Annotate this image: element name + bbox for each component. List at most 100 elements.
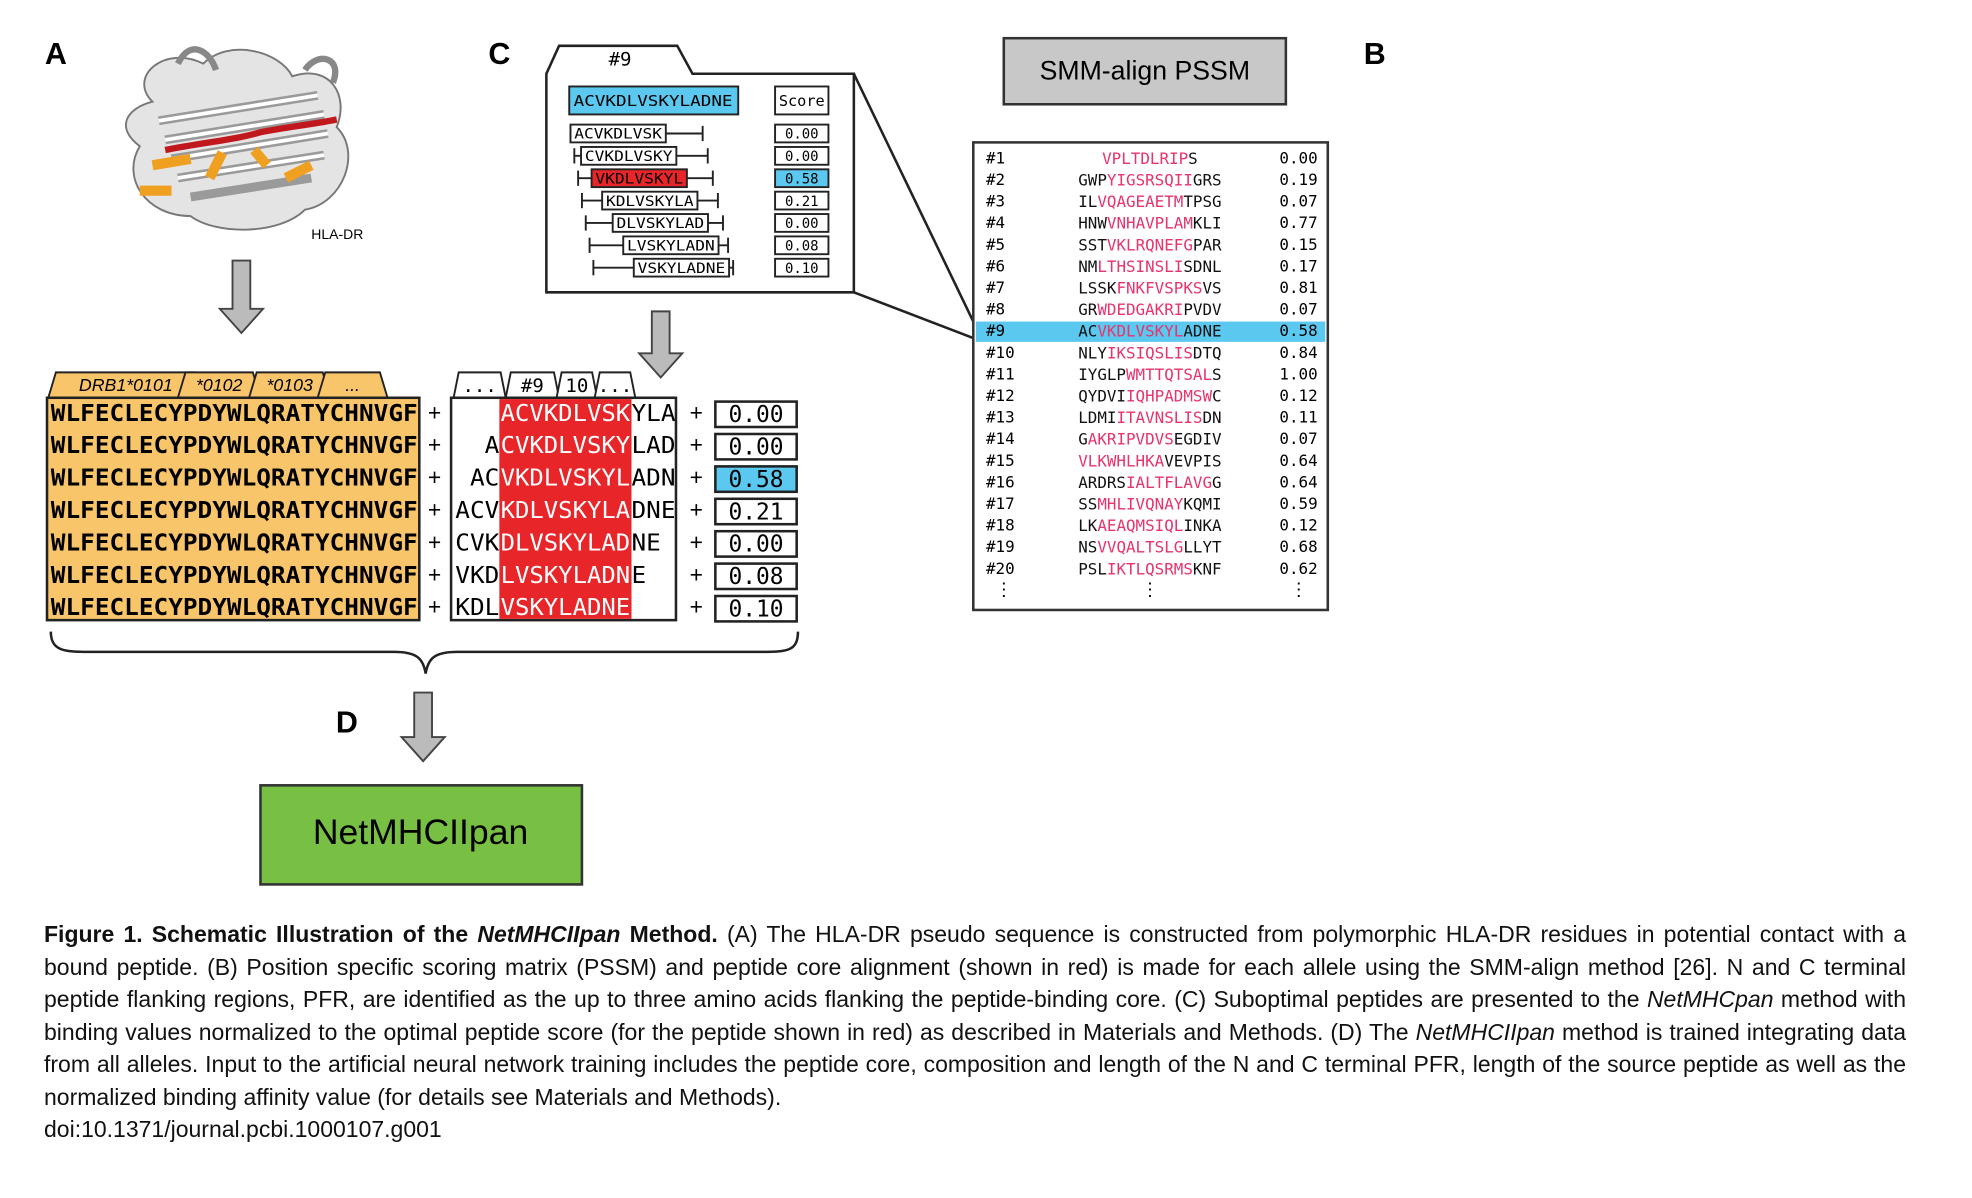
row-score: 0.68	[1279, 537, 1317, 556]
core-label: ACVKDLVSK	[574, 127, 662, 143]
sequence-pre: LDMI	[1078, 408, 1116, 427]
sequence-pre: NS	[1078, 537, 1097, 556]
aligned-sequence: IYGLPWMTTQTSALS	[1078, 364, 1221, 383]
row-id: #13	[986, 408, 1015, 427]
caption-text: Method.	[620, 921, 718, 947]
peptide-flank: KDL	[455, 595, 499, 621]
score-box	[774, 235, 830, 256]
peptide-flank: VKD	[455, 563, 499, 589]
aligned-sequence: SSMHLIVQNAYKQMI	[1078, 494, 1221, 513]
score: 0.00	[728, 434, 783, 460]
sequence-post: S	[1188, 148, 1198, 167]
sequence-pre: IYGLP	[1078, 364, 1126, 383]
aligned-sequence: LKAEAQMSIQLINKA	[1078, 516, 1222, 535]
row-id: #6	[986, 256, 1005, 275]
sequence-pre: ARDRS	[1078, 472, 1126, 491]
score-box	[774, 123, 830, 144]
doi: doi:10.1371/journal.pcbi.1000107.g001	[44, 1116, 442, 1142]
core-label: LVSKYLADN	[627, 239, 715, 255]
pseudo-sequence: WLFECLECYPDYWLQRATYCHNVGF	[51, 530, 418, 556]
score-box	[774, 213, 830, 233]
peptide-tab-label: ...	[462, 375, 496, 397]
core-box	[569, 123, 667, 144]
core-region	[499, 399, 632, 619]
sequence-core: IKTLQSRMS	[1107, 559, 1193, 578]
row-id: #7	[986, 278, 1005, 297]
score: 0.21	[785, 194, 819, 210]
sequence-core: IALTFLAVG	[1126, 472, 1212, 491]
sequence-core: VKDLVSKYL	[1097, 321, 1183, 340]
sequence-post: INKA	[1183, 516, 1222, 535]
brace	[49, 631, 800, 674]
row-id: #15	[986, 451, 1015, 470]
row-score: 0.12	[1279, 386, 1317, 405]
arrow	[217, 259, 266, 335]
row-score: 0.12	[1279, 516, 1317, 535]
aligned-sequence: LDMIITAVNSLISDN	[1078, 408, 1221, 427]
plus-sign: +	[690, 594, 703, 620]
aligned-sequence: NSVVQALTSLGLLYT	[1078, 537, 1222, 556]
sequence-core: IKSIQSLIS	[1107, 343, 1193, 362]
row-score: 0.19	[1279, 170, 1317, 189]
score: 0.00	[728, 402, 783, 428]
score: 0.08	[785, 239, 819, 255]
core-box	[622, 235, 720, 256]
panel-label: B	[1364, 37, 1386, 71]
aligned-sequence: HNWVNHAVPLAMKLI	[1078, 213, 1221, 232]
aligned-sequence: SSTVKLRQNEFGPAR	[1078, 235, 1222, 254]
sequence-core: VKLRQNEFG	[1107, 235, 1193, 254]
peptide-flank: A	[485, 433, 500, 459]
row-score: 0.59	[1279, 494, 1317, 513]
sequence-post: C	[1212, 386, 1222, 405]
plus-sign: +	[428, 529, 441, 555]
peptide-flank: ACV	[455, 498, 499, 524]
core-label: VSKYLADNE	[638, 261, 726, 277]
sequence-pre: IL	[1078, 192, 1097, 211]
score: 0.00	[785, 149, 819, 165]
peptide-tab-label: ...	[598, 375, 632, 397]
score-header: Score	[779, 92, 825, 110]
row-id: #12	[986, 386, 1015, 405]
structure-label: HLA-DR	[311, 226, 363, 242]
row-score: 0.07	[1279, 300, 1317, 319]
panel-label: C	[488, 37, 510, 71]
plus-sign: +	[428, 561, 441, 587]
row-id: #9	[986, 321, 1005, 340]
aligned-sequence: PSLIKTLQSRMSKNF	[1078, 559, 1221, 578]
continuation: ⋮	[1141, 580, 1159, 600]
score-header-box	[774, 85, 830, 116]
score-box	[774, 168, 830, 189]
aligned-sequence: QYDVIIQHPADMSWC	[1078, 386, 1221, 405]
sequence-post: TPSG	[1183, 192, 1221, 211]
score-box	[714, 594, 798, 623]
sequence-post: GRS	[1193, 170, 1222, 189]
plus-sign: +	[690, 497, 703, 523]
sequence-post: KQMI	[1183, 494, 1221, 513]
peptide-tab-label: #9	[521, 375, 544, 397]
peptide-core: KDLVSKYLA	[501, 498, 631, 524]
row-score: 0.11	[1279, 408, 1317, 427]
row-score: 0.64	[1279, 451, 1317, 470]
row-id: #14	[986, 429, 1015, 448]
plus-sign: +	[428, 464, 441, 490]
callout-line	[852, 73, 975, 323]
peptide-flank: DNE	[631, 498, 675, 524]
sequence-post: DN	[1202, 408, 1221, 427]
sequence-post: KNF	[1193, 559, 1222, 578]
row-id: #19	[986, 537, 1015, 556]
peptide-core: LVSKYLADN	[501, 563, 631, 589]
score-box	[714, 529, 798, 558]
sequence-core: FNKFVSPKS	[1116, 278, 1202, 297]
core-box	[601, 190, 699, 211]
allele-tab-label: *0103	[266, 375, 313, 395]
plus-sign: +	[428, 432, 441, 458]
figure-caption: Figure 1. Schematic Illustration of the …	[44, 918, 1906, 1146]
peptide-flank: NE	[631, 530, 660, 556]
aligned-sequence: VPLTDLRIPS	[1102, 148, 1198, 167]
score-box	[714, 400, 798, 429]
pseudo-sequence: WLFECLECYPDYWLQRATYCHNVGF	[51, 466, 418, 492]
continuation: ⋮	[1290, 580, 1308, 600]
sequence-core: WMTTQTSAL	[1126, 364, 1212, 383]
score-box	[774, 257, 830, 278]
